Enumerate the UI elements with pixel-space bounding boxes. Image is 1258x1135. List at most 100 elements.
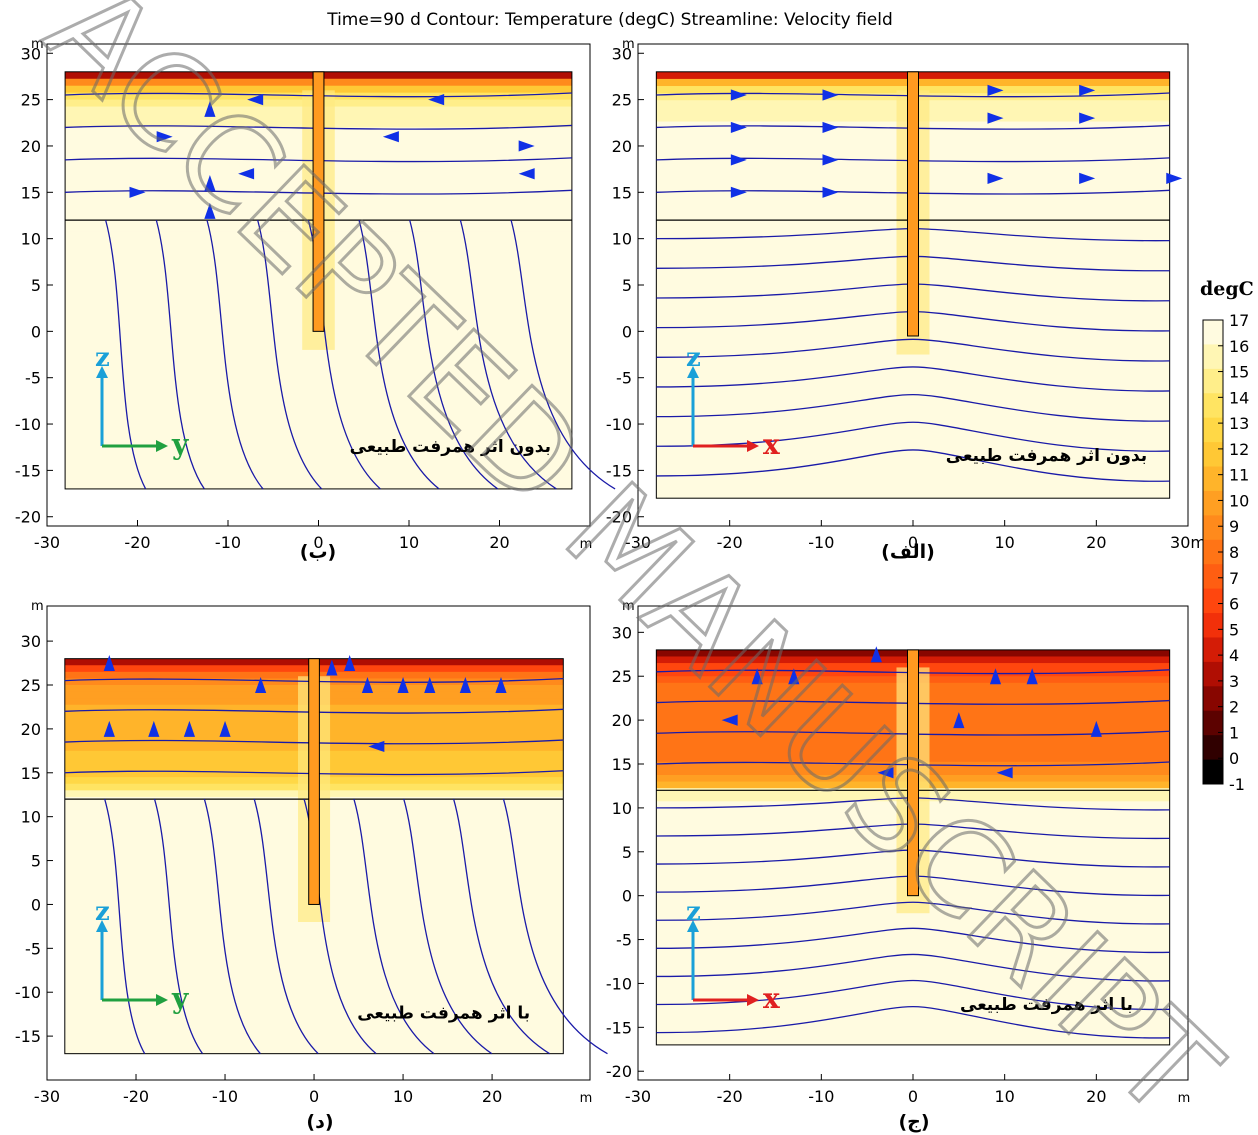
colorbar-swatch — [1203, 735, 1223, 761]
temperature-band — [64, 987, 564, 996]
y-tick-label: 20 — [612, 711, 632, 730]
streamline — [65, 189, 572, 195]
y-tick-label: -10 — [606, 415, 632, 434]
z-axis-head — [96, 366, 108, 378]
temperature-band — [65, 433, 572, 441]
y-tick-label: 30 — [21, 632, 41, 651]
colorbar-swatch — [1203, 515, 1223, 541]
flow-arrow — [156, 131, 173, 143]
z-axis-letter: z — [95, 343, 110, 373]
y-unit-label: m — [31, 599, 44, 614]
panel-label: (ج) — [898, 1111, 929, 1133]
streamline — [65, 124, 572, 130]
colorbar-tick-label: 12 — [1229, 440, 1249, 459]
z-axis-letter: z — [95, 897, 110, 927]
temperature-band — [65, 384, 572, 393]
colorbar-swatch — [1203, 368, 1223, 394]
flow-arrow — [822, 154, 839, 166]
colorbar-swatch — [1203, 442, 1223, 468]
flow-arrow — [877, 767, 894, 779]
z-axis-head — [687, 366, 699, 378]
colorbar-swatch — [1203, 564, 1223, 590]
streamline — [155, 219, 205, 490]
streamline — [656, 189, 1170, 195]
colorbar-swatch — [1203, 393, 1223, 419]
temperature-band — [656, 1038, 1170, 1046]
y-unit-label: m — [622, 37, 635, 52]
flow-arrow — [788, 668, 800, 685]
temperature-band — [65, 419, 572, 427]
colorbar-swatch — [1203, 344, 1223, 370]
flow-arrow — [368, 740, 385, 753]
y-tick-label: -5 — [25, 369, 41, 388]
temperature-band — [656, 427, 1170, 435]
temperature-band — [656, 377, 1170, 386]
flow-arrow — [103, 655, 115, 672]
temperature-band — [656, 913, 1170, 921]
h-axis-letter: x — [763, 428, 780, 461]
z-axis-head — [96, 920, 108, 932]
y-tick-label: -20 — [606, 1062, 632, 1081]
y-tick-label: 20 — [21, 720, 41, 739]
temperature-band — [656, 946, 1170, 954]
annotation: بدون اثر همرفت طبیعی — [350, 437, 551, 457]
temperature-band — [656, 1025, 1170, 1033]
colorbar-swatch — [1203, 320, 1223, 345]
streamline — [656, 338, 1170, 362]
streamline — [656, 669, 1170, 675]
streamline — [656, 699, 1170, 705]
panel-label: (د) — [306, 1111, 333, 1133]
temperature-band — [65, 447, 572, 455]
x-tick-label: 30m — [1170, 533, 1206, 552]
temperature-band — [656, 992, 1170, 1000]
streamline — [409, 219, 499, 490]
colorbar-tick-label: 15 — [1229, 363, 1249, 382]
energy-pile — [312, 71, 325, 332]
x-tick-label: 20 — [482, 1087, 502, 1106]
temperature-band — [656, 985, 1170, 993]
y-tick-label: 20 — [21, 137, 41, 156]
panel-b: 30 25 20 15 10 5 0 -5 -10 -15 -20 -30 -20 -10 0 10 20 m m z… — [15, 37, 616, 563]
flow-arrow — [1079, 84, 1096, 96]
temperature-band — [656, 448, 1170, 457]
flow-arrow — [103, 720, 115, 737]
temperature-band — [65, 363, 572, 372]
colorbar-swatch — [1203, 588, 1223, 614]
temperature-band — [65, 377, 572, 386]
flow-arrow — [219, 720, 231, 737]
flow-arrow — [730, 154, 747, 166]
temperature-band — [656, 434, 1170, 442]
flow-arrow — [518, 140, 535, 152]
colorbar-tick-label: 10 — [1229, 491, 1249, 510]
temperature-band — [65, 349, 572, 358]
z-axis-letter: z — [686, 897, 701, 927]
y-tick-label: 0 — [31, 895, 41, 914]
temperature-band — [656, 483, 1170, 492]
flow-arrow — [751, 668, 763, 685]
x-tick-label: 0 — [908, 1087, 918, 1106]
flow-arrows — [129, 94, 535, 219]
temperature-band — [656, 919, 1170, 927]
flow-arrow — [822, 121, 839, 134]
temperature-band — [65, 391, 572, 400]
flow-arrow — [255, 677, 267, 693]
temperature-band — [64, 1007, 564, 1015]
h-axis-letter: x — [763, 982, 780, 1015]
flow-arrow — [822, 89, 839, 101]
y-tick-label: 10 — [21, 230, 41, 249]
x-tick-label: -20 — [124, 533, 150, 552]
y-tick-label: -15 — [606, 461, 632, 480]
streamline — [206, 219, 264, 490]
colorbar-tick-label: 13 — [1229, 414, 1249, 433]
y-unit-label: m — [622, 599, 635, 614]
streamlines — [64, 677, 608, 1055]
y-tick-label: -5 — [616, 369, 632, 388]
temperature-band — [64, 935, 564, 943]
temperature-band — [64, 1020, 564, 1028]
flow-arrow — [204, 100, 216, 117]
streamline — [64, 708, 564, 714]
axis-ticks: 30 25 20 15 10 5 0 -5 -10 -15 -20 -30 -20 -10 0 10 20 30m — [606, 44, 1206, 552]
y-tick-label: 5 — [31, 276, 41, 295]
